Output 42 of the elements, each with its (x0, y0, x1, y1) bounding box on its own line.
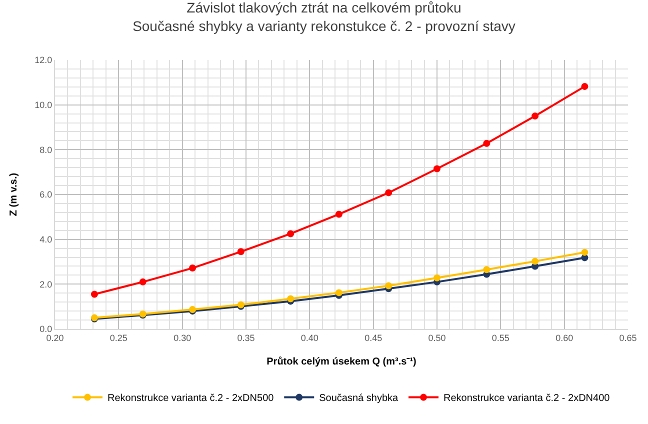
chart-subtitle: Současné shybky a varianty rekonstukce č. 2 - provozní stavy (132, 18, 516, 34)
x-tick-label: 0.25 (110, 332, 128, 343)
point (287, 295, 294, 302)
y-tick-label: 10.0 (34, 100, 52, 110)
legend-label: Rekonstrukce varianta č.2 - 2xDN400 (444, 393, 610, 404)
y-tick-label: 2.0 (40, 279, 52, 290)
x-tick-label: 0.20 (46, 332, 64, 343)
y-axis-title: Z (m v.s.) (8, 172, 20, 216)
x-tick-label: 0.35 (237, 332, 255, 343)
point (287, 230, 294, 238)
point (385, 282, 392, 290)
y-tick-label: 0.0 (40, 324, 52, 334)
x-tick-label: 0.50 (428, 332, 446, 343)
point (237, 248, 244, 256)
point (335, 210, 342, 218)
point (532, 258, 539, 265)
x-tick-label: 0.45 (364, 332, 382, 343)
y-tick-label: 6.0 (40, 190, 52, 200)
point (90, 290, 98, 298)
point (139, 278, 146, 286)
y-tick-label: 8.0 (40, 144, 52, 155)
x-tick-label: 0.30 (174, 332, 192, 343)
x-tick-label: 0.40 (300, 332, 318, 343)
chart-title: Závislot tlakových ztrát na celkovém průtoku (186, 0, 462, 16)
point (434, 274, 440, 282)
x-tick-label: 0.60 (556, 332, 574, 343)
y-tick-label: 12.0 (34, 55, 52, 66)
point (581, 248, 588, 256)
point (189, 264, 196, 272)
point (483, 266, 490, 274)
x-tick-label: 0.65 (619, 332, 637, 343)
point (581, 82, 588, 90)
y-tick-label: 4.0 (40, 234, 52, 244)
point (335, 289, 342, 296)
point (434, 165, 440, 172)
x-axis-title: Průtok celým úsekem Q (m³.s⁻¹) (266, 355, 416, 368)
legend-label: Současná shybka (319, 393, 399, 404)
x-tick-label: 0.55 (492, 332, 510, 343)
point (483, 140, 490, 147)
point (385, 189, 392, 196)
legend-label: Rekonstrukce varianta č.2 - 2xDN500 (108, 393, 274, 404)
point (532, 112, 539, 120)
